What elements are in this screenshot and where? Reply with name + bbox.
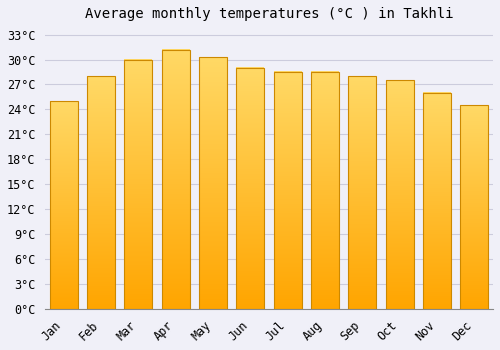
Bar (423, 93, 451, 309)
Bar (386, 80, 413, 309)
Bar (162, 50, 190, 309)
Bar (50, 101, 78, 309)
Bar (236, 68, 264, 309)
Bar (460, 105, 488, 309)
Bar (199, 57, 227, 309)
Bar (348, 76, 376, 309)
Title: Average monthly temperatures (°C ) in Takhli: Average monthly temperatures (°C ) in Ta… (85, 7, 454, 21)
Bar (311, 72, 339, 309)
Bar (124, 60, 152, 309)
Bar (274, 72, 302, 309)
Bar (87, 76, 115, 309)
